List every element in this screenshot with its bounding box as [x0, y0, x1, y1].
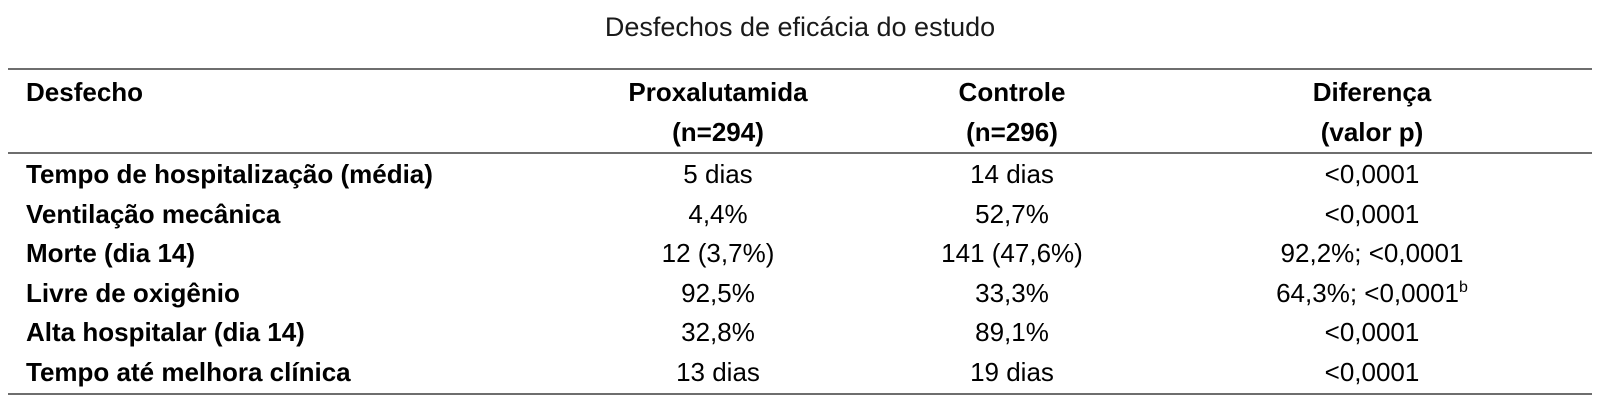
row-control-value: 19 dias	[970, 356, 1054, 387]
row-difference-value: <0,0001	[1152, 353, 1592, 395]
row-difference-value: 64,3%; <0,0001b	[1152, 274, 1592, 314]
row-outcome-label: Tempo de hospitalização (média)	[26, 159, 433, 189]
row-control-value: 33,3%	[975, 277, 1049, 308]
row-outcome-label: Livre de oxigênio	[26, 277, 240, 308]
table-row: Morte (dia 14) 12 (3,7%) 141 (47,6%) 92,…	[8, 234, 1592, 274]
difference-text: 92,2%; <0,0001	[1280, 238, 1464, 268]
table-body: Tempo de hospitalização (média) 5 dias 1…	[8, 153, 1592, 394]
difference-text: <0,0001	[1324, 198, 1420, 229]
difference-text: <0,0001	[1324, 317, 1420, 347]
efficacy-outcomes-table: Desfecho Proxalutamida Controle Diferenç…	[8, 68, 1592, 395]
row-treatment-value: 5 dias	[683, 159, 753, 189]
row-treatment-value: 32,8%	[681, 317, 755, 347]
row-control-value: 141 (47,6%)	[941, 238, 1083, 268]
footnote-marker: b	[1458, 278, 1468, 296]
difference-text: <0,0001	[1324, 159, 1420, 189]
row-control-value: 14 dias	[970, 159, 1054, 189]
row-outcome-label: Tempo até melhora clínica	[26, 356, 351, 387]
row-outcome-label: Ventilação mecânica	[26, 198, 281, 229]
table-header: Desfecho Proxalutamida Controle Diferenç…	[8, 69, 1592, 154]
row-control-value: 52,7%	[975, 198, 1049, 229]
row-difference-value: 92,2%; <0,0001	[1152, 234, 1592, 274]
header-difference-name: Diferença	[1312, 77, 1432, 107]
header-treatment-name: Proxalutamida	[628, 77, 808, 107]
table-caption: Desfechos de eficácia do estudo	[604, 12, 996, 42]
header-difference-pvalue: (valor p)	[1152, 112, 1592, 154]
row-difference-value: <0,0001	[1152, 313, 1592, 353]
row-control-value: 89,1%	[975, 317, 1049, 347]
header-control-n: (n=296)	[872, 112, 1152, 154]
row-outcome-label: Alta hospitalar (dia 14)	[26, 317, 305, 347]
table-row: Ventilação mecânica 4,4% 52,7% <0,0001	[8, 195, 1592, 235]
difference-text: 64,3%; <0,0001	[1276, 277, 1459, 308]
header-row-2: (n=294) (n=296) (valor p)	[8, 112, 1592, 154]
table-row: Tempo até melhora clínica 13 dias 19 dia…	[8, 353, 1592, 395]
table-row: Livre de oxigênio 92,5% 33,3% 64,3%; <0,…	[8, 274, 1592, 314]
row-difference-value: <0,0001	[1152, 195, 1592, 235]
table-row: Tempo de hospitalização (média) 5 dias 1…	[8, 153, 1592, 195]
row-treatment-value: 4,4%	[688, 198, 748, 229]
header-row-1: Desfecho Proxalutamida Controle Diferenç…	[8, 69, 1592, 112]
table-row: Alta hospitalar (dia 14) 32,8% 89,1% <0,…	[8, 313, 1592, 353]
header-outcome: Desfecho	[26, 77, 144, 107]
header-treatment-n: (n=294)	[564, 112, 872, 154]
header-control-name: Controle	[958, 77, 1066, 107]
row-treatment-value: 13 dias	[676, 356, 760, 387]
row-treatment-value: 12 (3,7%)	[661, 238, 775, 268]
header-outcome-spacer	[8, 112, 564, 154]
row-outcome-label: Morte (dia 14)	[26, 238, 196, 268]
difference-text: <0,0001	[1324, 356, 1420, 387]
row-difference-value: <0,0001	[1152, 153, 1592, 195]
row-treatment-value: 92,5%	[681, 277, 755, 308]
